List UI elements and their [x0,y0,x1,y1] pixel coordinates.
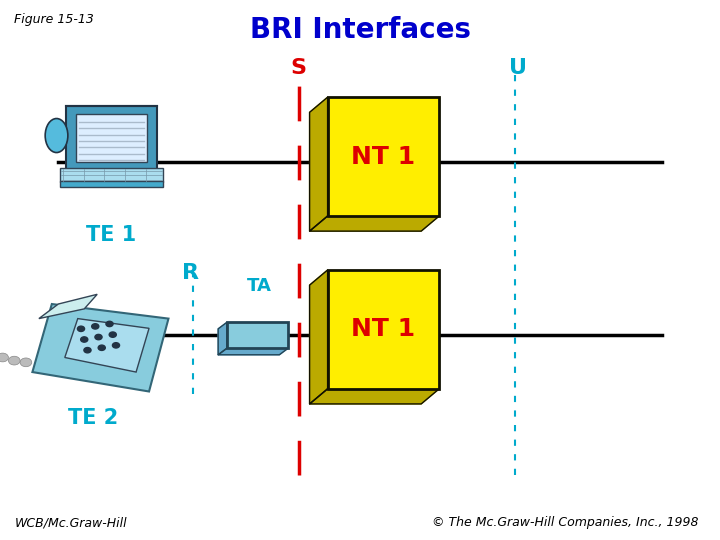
Text: U: U [510,57,527,78]
Text: S: S [291,57,307,78]
Polygon shape [218,322,227,355]
Text: © The Mc.Graw-Hill Companies, Inc., 1998: © The Mc.Graw-Hill Companies, Inc., 1998 [432,516,698,529]
Text: R: R [182,262,199,283]
Bar [60,181,163,187]
Polygon shape [310,389,439,404]
Ellipse shape [45,119,68,152]
Bar [76,114,148,163]
Text: NT 1: NT 1 [351,145,415,168]
Text: WCB/Mc.Graw-Hill: WCB/Mc.Graw-Hill [14,516,127,529]
Circle shape [78,326,84,332]
Bar [227,322,288,348]
Bar [328,270,439,389]
Bar [66,106,157,170]
Circle shape [109,332,117,338]
Polygon shape [310,97,328,231]
Circle shape [106,321,113,327]
Polygon shape [310,270,328,404]
Bar [60,168,163,181]
Circle shape [9,356,20,365]
Polygon shape [65,319,149,372]
Circle shape [112,343,120,348]
Circle shape [95,334,102,340]
Bar [328,97,439,216]
Text: TE 1: TE 1 [86,225,137,245]
Polygon shape [310,216,439,231]
Circle shape [20,358,32,367]
Polygon shape [218,348,288,355]
Circle shape [98,345,105,350]
Polygon shape [39,294,97,319]
Circle shape [84,348,91,353]
Polygon shape [32,304,168,392]
Text: NT 1: NT 1 [351,318,415,341]
Circle shape [0,353,9,362]
Text: TE 2: TE 2 [68,408,119,429]
Text: BRI Interfaces: BRI Interfaces [250,16,470,44]
Circle shape [91,323,99,329]
Text: Figure 15-13: Figure 15-13 [14,14,94,26]
Circle shape [81,337,88,342]
Text: TA: TA [247,277,271,295]
